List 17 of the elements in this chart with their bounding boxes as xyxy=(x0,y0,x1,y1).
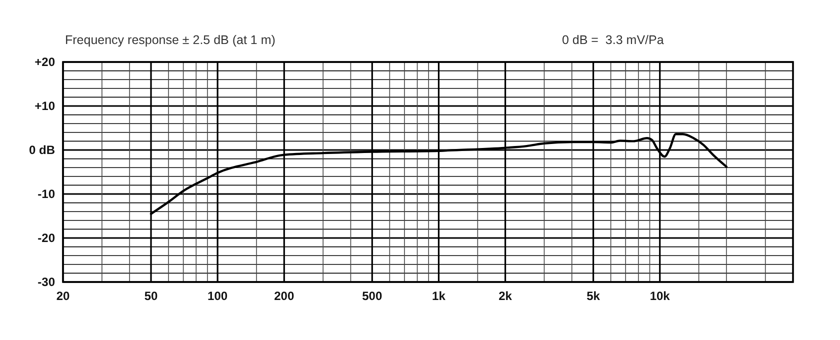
x-tick-label: 100 xyxy=(208,289,228,303)
y-tick-label: 0 dB xyxy=(28,143,56,158)
y-tick-label: -20 xyxy=(38,231,56,246)
x-tick-label: 1k xyxy=(432,289,446,303)
x-tick-label: 2k xyxy=(498,289,512,303)
x-tick-label: 20 xyxy=(56,289,70,303)
chart-title: Frequency response ± 2.5 dB (at 1 m) xyxy=(65,33,276,47)
x-tick-label: 5k xyxy=(586,289,600,303)
y-tick-label: +10 xyxy=(34,99,56,114)
y-tick-label: +20 xyxy=(34,55,56,70)
x-tick-label: 500 xyxy=(362,289,382,303)
text: 0 dB = 3.3 mV/Pa xyxy=(562,33,664,47)
y-tick-label: -10 xyxy=(38,187,56,202)
x-tick-label: 10k xyxy=(650,289,670,303)
x-tick-label: 200 xyxy=(274,289,294,303)
y-tick-label: -30 xyxy=(38,275,56,290)
x-tick-label: 50 xyxy=(144,289,158,303)
